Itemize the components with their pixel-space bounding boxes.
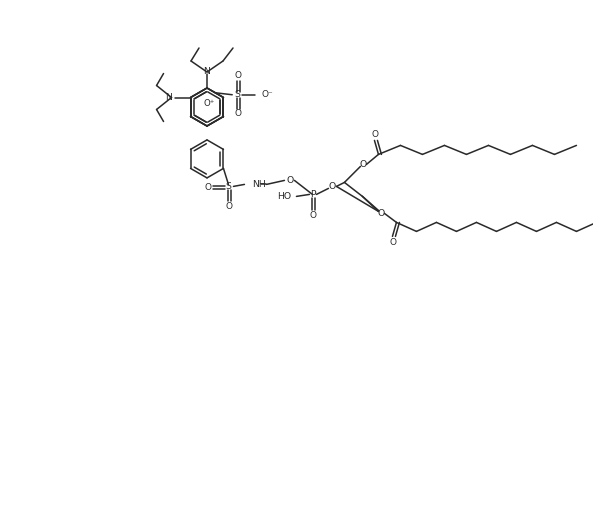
Text: O: O — [205, 183, 212, 192]
Text: N: N — [165, 93, 171, 102]
Text: NH: NH — [253, 180, 266, 189]
Text: S: S — [234, 90, 240, 99]
Text: O: O — [310, 211, 317, 220]
Text: N: N — [203, 68, 211, 77]
Text: O: O — [235, 109, 242, 118]
Text: O: O — [329, 182, 336, 191]
Text: O: O — [287, 176, 294, 185]
Text: HO: HO — [278, 192, 291, 201]
Text: O: O — [360, 160, 367, 169]
Text: S: S — [225, 182, 231, 191]
Text: P: P — [310, 190, 315, 199]
Text: O: O — [235, 71, 242, 80]
Text: O: O — [226, 202, 233, 211]
Text: O: O — [372, 130, 379, 139]
Text: O: O — [390, 238, 397, 247]
Text: O⁻: O⁻ — [262, 90, 273, 99]
Text: O⁺: O⁺ — [203, 99, 215, 108]
Text: O: O — [378, 209, 385, 218]
